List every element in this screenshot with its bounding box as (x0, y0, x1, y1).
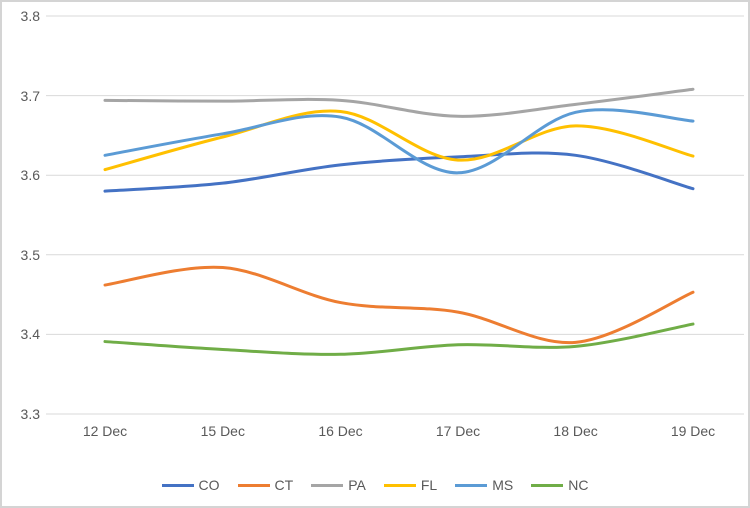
legend-item-co: CO (161, 477, 220, 493)
series-line-nc (103, 322, 695, 356)
legend-label: MS (492, 477, 514, 493)
legend-item-fl: FL (383, 477, 438, 493)
legend-label: CO (198, 477, 220, 493)
legend-label: FL (420, 477, 438, 493)
legend-item-pa: PA (311, 478, 366, 492)
legend-item-ct: CT (237, 477, 294, 493)
y-axis-tick-label: 3.5 (20, 246, 40, 263)
y-axis-tick-label: 3.4 (20, 326, 40, 343)
x-axis-tick-label: 18 Dec (553, 423, 598, 439)
legend-label: CT (274, 477, 294, 493)
legend: CO CT PA FL MS NC (2, 478, 748, 492)
y-axis-tick-label: 3.7 (20, 87, 40, 104)
legend-line-swatch (455, 483, 488, 487)
legend-item-nc: NC (531, 478, 588, 492)
series-line-ms (103, 108, 695, 175)
series-line-ct (103, 265, 695, 345)
x-axis-tick-label: 17 Dec (435, 423, 481, 439)
x-axis-tick-label: 12 Dec (82, 423, 128, 439)
legend-label: PA (348, 477, 366, 493)
x-axis-tick-label: 19 Dec (670, 423, 716, 439)
series-line-fl (103, 109, 695, 172)
series-line-pa (103, 87, 695, 118)
legend-item-ms: MS (455, 478, 513, 492)
x-axis-tick-label: 16 Dec (318, 423, 363, 439)
y-axis-tick-label: 3.6 (20, 167, 40, 184)
legend-line-swatch (311, 483, 344, 487)
legend-line-swatch (531, 483, 564, 487)
legend-label: NC (568, 477, 589, 493)
y-axis-tick-label: 3.8 (20, 8, 40, 24)
x-axis-tick-label: 15 Dec (200, 423, 245, 439)
series-line-co (103, 151, 695, 193)
legend-line-swatch (237, 483, 270, 487)
legend-line-swatch (161, 483, 194, 487)
legend-line-swatch (383, 483, 416, 487)
y-axis-tick-label: 3.3 (20, 406, 40, 422)
